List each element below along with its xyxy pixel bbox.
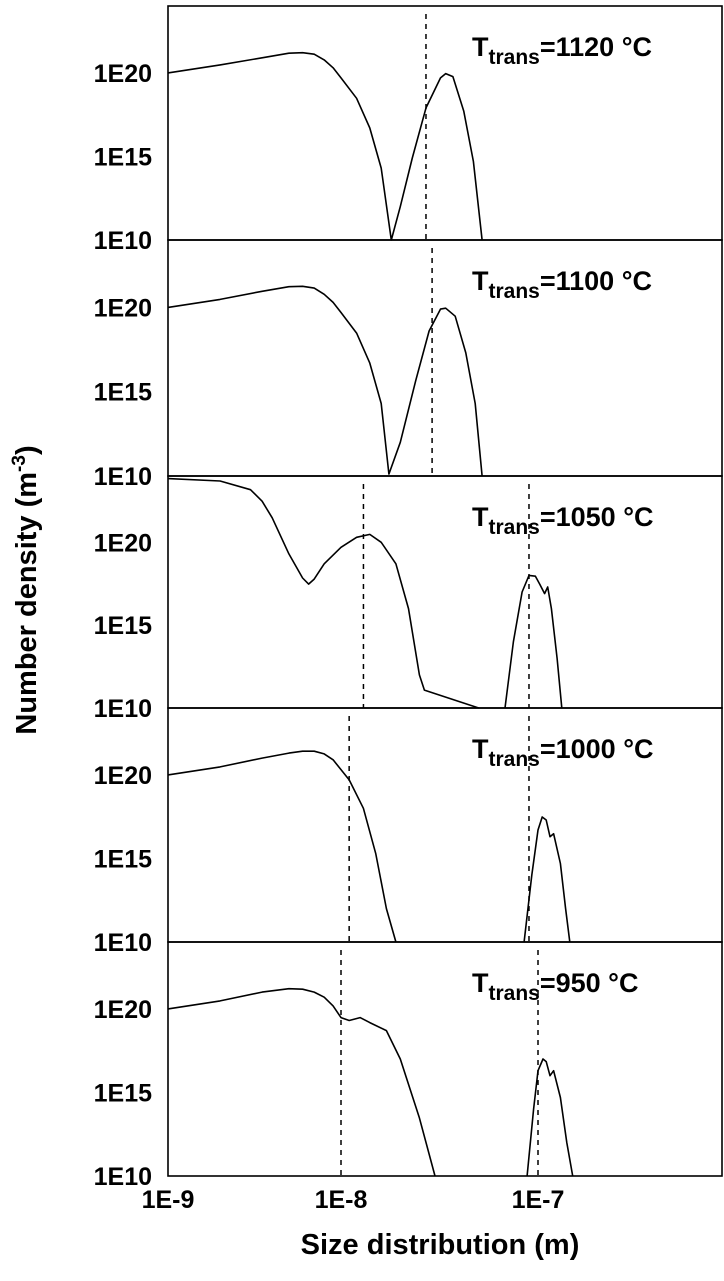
- y-tick-label: 1E10: [94, 227, 152, 255]
- x-tick-label: 1E-8: [315, 1186, 368, 1214]
- temperature-label-sub: trans: [489, 748, 540, 771]
- temperature-label-main: T: [472, 968, 489, 998]
- series-line-segment-2: [526, 1058, 574, 1177]
- panel-4: 1E10 1E15 1E20 Ttrans=1000 °C: [94, 707, 723, 957]
- temperature-label-value: =1100 °C: [540, 266, 652, 296]
- panel-5: 1E10 1E15 1E20 Ttrans=950 °C: [94, 941, 723, 1191]
- series-line-segment-2: [523, 816, 571, 943]
- x-axis-title: Size distribution (m): [301, 1229, 580, 1261]
- y-tick-label: 1E20: [94, 762, 152, 790]
- series-line-segment-2: [504, 574, 563, 709]
- series-line-segment-1: [167, 750, 397, 943]
- temperature-label: Ttrans=1050 °C: [472, 502, 654, 539]
- y-tick-label: 1E10: [94, 695, 152, 723]
- x-tick-label: 1E-9: [142, 1186, 195, 1214]
- y-tick-label: 1E10: [94, 929, 152, 957]
- temperature-label-sub: trans: [489, 982, 540, 1005]
- temperature-label-sub: trans: [489, 46, 540, 69]
- temperature-label-value: =1120 °C: [540, 32, 652, 62]
- temperature-label: Ttrans=1120 °C: [472, 32, 652, 69]
- temperature-label-main: T: [472, 502, 489, 532]
- temperature-label-sub: trans: [489, 516, 540, 539]
- panel-frame: [167, 941, 723, 1177]
- y-tick-label: 1E15: [94, 845, 152, 873]
- y-axis-title-exponent: -3: [9, 455, 30, 472]
- panel-1: 1E10 1E15 1E20 Ttrans=1120 °C: [94, 5, 723, 255]
- y-axis-title-close: ): [11, 445, 43, 455]
- y-tick-label: 1E15: [94, 379, 152, 407]
- temperature-label-value: =1050 °C: [540, 502, 654, 532]
- temperature-label-value: =950 °C: [540, 968, 639, 998]
- panel-3: 1E10 1E15 1E20 Ttrans=1050 °C: [94, 475, 723, 723]
- panel-2: 1E10 1E15 1E20 Ttrans=1100 °C: [94, 239, 723, 491]
- y-axis-title-text: Number density (m: [11, 472, 43, 735]
- temperature-label-main: T: [472, 266, 489, 296]
- x-tick-labels: 1E-9 1E-8 1E-7: [142, 1186, 565, 1214]
- temperature-label-main: T: [472, 734, 489, 764]
- x-tick-label: 1E-7: [512, 1186, 565, 1214]
- series-line-segment-1: [167, 285, 483, 477]
- y-tick-label: 1E15: [94, 143, 152, 171]
- temperature-label-value: =1000 °C: [540, 734, 654, 764]
- y-tick-label: 1E15: [94, 1079, 152, 1107]
- temperature-label: Ttrans=1000 °C: [472, 734, 654, 771]
- temperature-label-sub: trans: [489, 280, 540, 303]
- temperature-label: Ttrans=1100 °C: [472, 266, 652, 303]
- series-line-segment-1: [167, 477, 479, 709]
- y-tick-label: 1E20: [94, 996, 152, 1024]
- y-tick-label: 1E20: [94, 60, 152, 88]
- y-tick-label: 1E15: [94, 612, 152, 640]
- series-line-segment-1: [167, 51, 483, 241]
- series-line-segment-1: [167, 987, 436, 1177]
- y-tick-label: 1E20: [94, 529, 152, 557]
- y-tick-label: 1E20: [94, 294, 152, 322]
- temperature-label: Ttrans=950 °C: [472, 968, 638, 1005]
- y-tick-label: 1E10: [94, 1163, 152, 1191]
- temperature-label-main: T: [472, 32, 489, 62]
- y-axis-title: Number density (m-3): [9, 445, 43, 734]
- y-tick-label: 1E10: [94, 463, 152, 491]
